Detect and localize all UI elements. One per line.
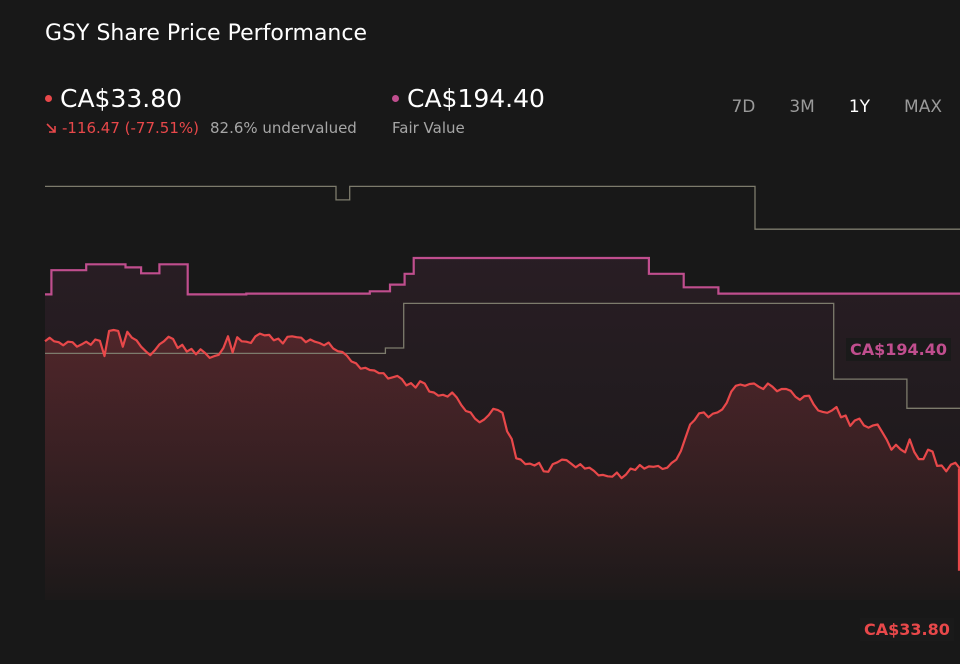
valuation-text: 82.6% undervalued (209, 119, 357, 137)
fair-value: CA$194.40 (407, 84, 545, 113)
price-change: -116.47 (-77.51%) (45, 119, 199, 137)
price-dot-icon (45, 95, 52, 102)
fair-value-dot-icon (392, 95, 399, 102)
tab-max[interactable]: MAX (904, 97, 942, 117)
tab-1y[interactable]: 1Y (848, 97, 871, 117)
fair-value-label: Fair Value (392, 119, 465, 137)
fair-value-metric: CA$194.40 Fair Value (392, 84, 545, 137)
tab-3m[interactable]: 3M (789, 97, 815, 117)
price-area (45, 330, 960, 600)
tab-7d[interactable]: 7D (731, 97, 756, 117)
arrow-down-right-icon (46, 123, 56, 133)
current-price: CA$33.80 (60, 84, 183, 113)
price-metric: CA$33.80 -116.47 (-77.51%) 82.6% underva… (45, 84, 357, 137)
price-change-text: -116.47 (-77.51%) (62, 119, 199, 137)
range-tabs: 7D 3M 1Y MAX (697, 97, 942, 117)
page-title: GSY Share Price Performance (45, 21, 367, 46)
price-line (44, 328, 960, 480)
price-end-label: CA$33.80 (860, 618, 954, 641)
fair-value-end-label: CA$194.40 (846, 338, 951, 361)
reference-high-line (45, 185, 960, 230)
reference-low-line (45, 302, 960, 409)
fair-value-line (45, 256, 960, 296)
